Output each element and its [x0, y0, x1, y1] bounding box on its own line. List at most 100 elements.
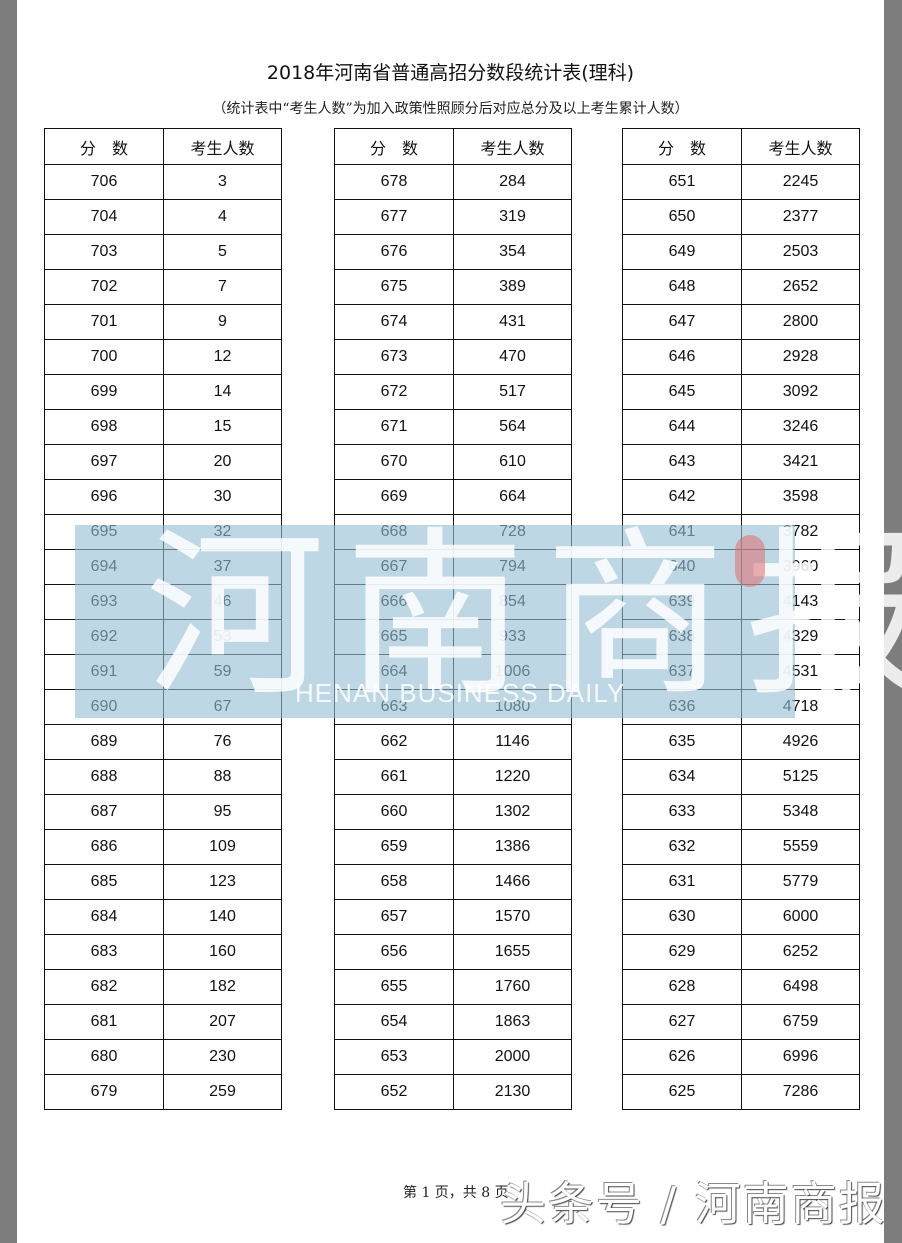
- count-cell: 30: [163, 479, 282, 515]
- table-row: 626 6996: [622, 1039, 860, 1075]
- count-cell: 15: [163, 409, 282, 445]
- score-cell: 686: [44, 829, 164, 865]
- count-cell: 4: [163, 199, 282, 235]
- count-cell: 5779: [741, 864, 860, 900]
- count-cell: 88: [163, 759, 282, 795]
- score-cell: 638: [622, 619, 742, 655]
- count-cell: 182: [163, 969, 282, 1005]
- score-cell: 677: [334, 199, 454, 235]
- table-row: 683 160: [44, 934, 282, 970]
- score-cell: 683: [44, 934, 164, 970]
- table-row: 681 207: [44, 1004, 282, 1040]
- score-cell: 652: [334, 1074, 454, 1110]
- score-cell: 701: [44, 304, 164, 340]
- count-cell: 6000: [741, 899, 860, 935]
- score-cell: 662: [334, 724, 454, 760]
- table-row: 637 4531: [622, 654, 860, 690]
- count-cell: 160: [163, 934, 282, 970]
- count-cell: 207: [163, 1004, 282, 1040]
- score-cell: 672: [334, 374, 454, 410]
- score-cell: 664: [334, 654, 454, 690]
- score-cell: 637: [622, 654, 742, 690]
- count-cell: 7286: [741, 1074, 860, 1110]
- count-cell: 354: [453, 234, 572, 270]
- count-cell: 3598: [741, 479, 860, 515]
- count-cell: 32: [163, 514, 282, 550]
- score-cell: 655: [334, 969, 454, 1005]
- score-cell: 676: [334, 234, 454, 270]
- header-count: 考生人数: [453, 128, 572, 165]
- score-cell: 629: [622, 934, 742, 970]
- table-row: 647 2800: [622, 304, 860, 340]
- table-row: 698 15: [44, 409, 282, 445]
- score-table-3: 分 数考生人数 651 2245 650 2377 649 2503 648 2652 647 28…: [622, 128, 860, 1110]
- header-score: 分 数: [334, 128, 454, 165]
- table-row: 673 470: [334, 339, 572, 375]
- count-cell: 1220: [453, 759, 572, 795]
- table-row: 656 1655: [334, 934, 572, 970]
- count-cell: 67: [163, 689, 282, 725]
- count-cell: 6759: [741, 1004, 860, 1040]
- score-cell: 628: [622, 969, 742, 1005]
- count-cell: 53: [163, 619, 282, 655]
- table-row: 699 14: [44, 374, 282, 410]
- table-row: 642 3598: [622, 479, 860, 515]
- table-row: 690 67: [44, 689, 282, 725]
- count-cell: 46: [163, 584, 282, 620]
- table-row: 631 5779: [622, 864, 860, 900]
- score-cell: 654: [334, 1004, 454, 1040]
- table-row: 641 3782: [622, 514, 860, 550]
- page-title: 2018年河南省普通高招分数段统计表(理科): [266, 62, 635, 84]
- count-cell: 6996: [741, 1039, 860, 1075]
- table-header-row: 分 数考生人数: [334, 128, 572, 165]
- count-cell: 3421: [741, 444, 860, 480]
- table-row: 691 59: [44, 654, 282, 690]
- score-cell: 636: [622, 689, 742, 725]
- table-row: 663 1080: [334, 689, 572, 725]
- score-table-1: 分 数考生人数 706 3 704 4 703 5 702 7 701 9 700 12 699 14 698…: [44, 128, 282, 1110]
- table-row: 703 5: [44, 234, 282, 270]
- count-cell: 6498: [741, 969, 860, 1005]
- count-cell: 3246: [741, 409, 860, 445]
- count-cell: 5: [163, 234, 282, 270]
- count-cell: 3782: [741, 514, 860, 550]
- score-cell: 642: [622, 479, 742, 515]
- count-cell: 1146: [453, 724, 572, 760]
- score-cell: 673: [334, 339, 454, 375]
- table-row: 678 284: [334, 164, 572, 200]
- score-cell: 696: [44, 479, 164, 515]
- count-cell: 2503: [741, 234, 860, 270]
- count-cell: 1570: [453, 899, 572, 935]
- table-row: 632 5559: [622, 829, 860, 865]
- score-cell: 658: [334, 864, 454, 900]
- score-cell: 706: [44, 164, 164, 200]
- table-row: 636 4718: [622, 689, 860, 725]
- table-row: 649 2503: [622, 234, 860, 270]
- score-cell: 665: [334, 619, 454, 655]
- score-cell: 651: [622, 164, 742, 200]
- count-cell: 59: [163, 654, 282, 690]
- table-row: 674 431: [334, 304, 572, 340]
- table-row: 689 76: [44, 724, 282, 760]
- count-cell: 564: [453, 409, 572, 445]
- score-cell: 631: [622, 864, 742, 900]
- score-cell: 669: [334, 479, 454, 515]
- count-cell: 14: [163, 374, 282, 410]
- count-cell: 2000: [453, 1039, 572, 1075]
- count-cell: 1466: [453, 864, 572, 900]
- score-cell: 699: [44, 374, 164, 410]
- count-cell: 389: [453, 269, 572, 305]
- count-cell: 664: [453, 479, 572, 515]
- count-cell: 2800: [741, 304, 860, 340]
- table-row: 697 20: [44, 444, 282, 480]
- count-cell: 794: [453, 549, 572, 585]
- table-row: 706 3: [44, 164, 282, 200]
- table-row: 684 140: [44, 899, 282, 935]
- table-row: 669 664: [334, 479, 572, 515]
- score-cell: 702: [44, 269, 164, 305]
- count-cell: 4143: [741, 584, 860, 620]
- score-cell: 656: [334, 934, 454, 970]
- count-cell: 7: [163, 269, 282, 305]
- score-cell: 682: [44, 969, 164, 1005]
- score-cell: 694: [44, 549, 164, 585]
